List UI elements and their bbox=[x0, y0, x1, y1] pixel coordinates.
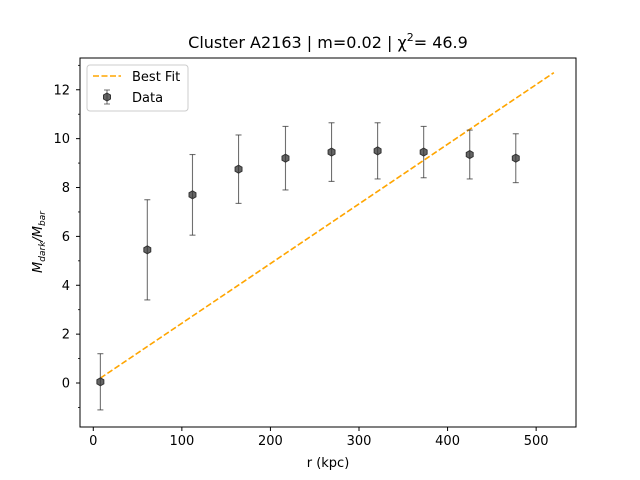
data-marker bbox=[281, 153, 290, 163]
data-point bbox=[373, 122, 382, 180]
x-axis-label: r (kpc) bbox=[307, 456, 350, 471]
data-marker bbox=[419, 147, 428, 157]
title-prefix: Cluster A2163 | m=0.02 | bbox=[188, 33, 397, 52]
x-tick-label: 200 bbox=[258, 434, 283, 449]
plot-frame bbox=[79, 57, 577, 428]
data-marker bbox=[327, 147, 336, 157]
title-chi: χ bbox=[397, 33, 406, 52]
data-point bbox=[234, 134, 243, 204]
chart-title: Cluster A2163 | m=0.02 | χ2= 46.9 bbox=[188, 31, 468, 52]
data-marker bbox=[373, 146, 382, 156]
data-point bbox=[96, 353, 105, 411]
title-superscript: 2 bbox=[407, 31, 414, 44]
data-marker bbox=[465, 149, 474, 160]
data-point bbox=[511, 133, 520, 184]
y-axis-ticks: 0 2 4 6 8 10 12 bbox=[53, 64, 80, 408]
y-tick-label: 4 bbox=[62, 279, 70, 294]
x-tick-label: 300 bbox=[347, 434, 372, 449]
x-axis-ticks: 0 100 200 300 400 500 bbox=[89, 427, 549, 449]
x-tick-label: 100 bbox=[169, 434, 194, 449]
data-marker bbox=[511, 153, 520, 163]
data-point bbox=[419, 125, 428, 179]
y-tick-label: 2 bbox=[62, 328, 70, 343]
ylabel-base1: M bbox=[31, 262, 46, 273]
legend-bestfit-label: Best Fit bbox=[132, 70, 180, 85]
y-tick-label: 0 bbox=[62, 377, 70, 392]
x-tick-label: 400 bbox=[435, 434, 460, 449]
plot-area bbox=[79, 57, 577, 428]
y-tick-label: 8 bbox=[62, 181, 70, 196]
data-point bbox=[143, 199, 152, 301]
ylabel-sep: / bbox=[31, 236, 46, 243]
data-point bbox=[465, 129, 474, 180]
legend: Best Fit Data bbox=[86, 64, 189, 112]
data-point bbox=[327, 122, 336, 182]
y-tick-label: 12 bbox=[53, 83, 70, 98]
ylabel-sub1: dark bbox=[38, 241, 48, 262]
y-axis-label: Mdark/Mbar bbox=[31, 210, 48, 273]
series-layer bbox=[96, 71, 555, 411]
best-fit-line bbox=[99, 71, 555, 379]
ylabel-base2: M bbox=[31, 226, 46, 237]
x-tick-label: 0 bbox=[89, 434, 97, 449]
x-tick-label: 500 bbox=[524, 434, 549, 449]
data-point bbox=[188, 153, 197, 236]
y-tick-label: 10 bbox=[53, 132, 70, 147]
legend-data-swatch bbox=[103, 89, 111, 105]
legend-data-label: Data bbox=[132, 91, 163, 106]
data-marker bbox=[143, 245, 152, 255]
title-suffix: = 46.9 bbox=[414, 33, 468, 52]
data-marker bbox=[234, 164, 243, 174]
data-marker bbox=[96, 377, 105, 387]
data-marker bbox=[188, 190, 197, 200]
ylabel-sub2: bar bbox=[38, 210, 48, 226]
data-point bbox=[281, 125, 290, 191]
y-tick-label: 6 bbox=[62, 230, 70, 245]
